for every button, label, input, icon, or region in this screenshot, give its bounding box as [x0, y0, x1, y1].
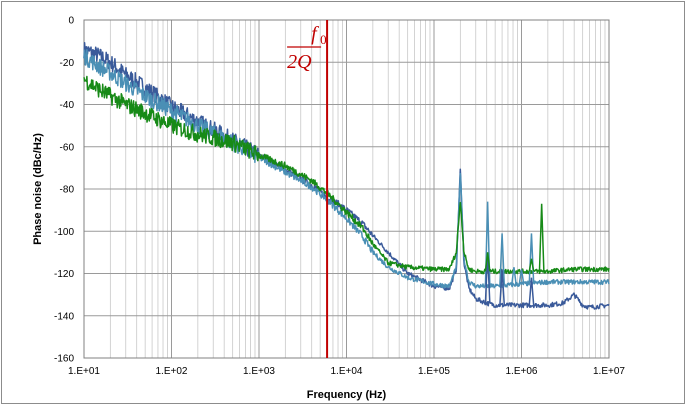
annotation-denominator: 2Q [287, 51, 312, 73]
x-tick-labels: 1.E+01 1.E+02 1.E+03 1.E+04 1.E+05 1.E+06 1.E+… [68, 366, 625, 377]
y-tick-label: -20 [60, 58, 75, 69]
y-axis-title: Phase noise (dBc/Hz) [32, 133, 44, 245]
spur-3 [511, 267, 517, 285]
y-tick-label: -100 [54, 227, 74, 238]
y-tick-label: -160 [54, 354, 74, 365]
y-tick-label: -140 [54, 311, 74, 322]
x-tick-label: 1.E+07 [593, 366, 625, 377]
y-tick-labels: 0 -20 -40 -60 -80 -100 -120 -140 -160 [54, 16, 74, 365]
spur-9 [484, 252, 491, 272]
series-line-2 [83, 49, 610, 289]
x-tick-label: 1.E+06 [506, 366, 538, 377]
x-axis-title: Frequency (Hz) [307, 389, 387, 401]
annotation-numerator: f [311, 23, 319, 45]
plot-area [83, 19, 610, 359]
spur-2 [499, 233, 506, 286]
y-tick-label: -40 [60, 100, 75, 111]
y-tick-label: 0 [68, 16, 74, 27]
spur-7 [499, 269, 506, 306]
annotation-label: f 0 2Q [287, 23, 327, 73]
x-tick-label: 1.E+01 [68, 366, 100, 377]
x-tick-label: 1.E+02 [156, 366, 188, 377]
spur-4 [518, 269, 525, 285]
y-tick-label: -60 [60, 142, 75, 153]
annotation-subscript: 0 [320, 32, 327, 47]
x-tick-label: 1.E+04 [331, 366, 363, 377]
x-tick-label: 1.E+03 [243, 366, 275, 377]
spur-8 [528, 277, 535, 306]
y-tick-label: -120 [54, 269, 74, 280]
spur-1 [484, 201, 491, 287]
y-tick-label: -80 [60, 185, 75, 196]
spur-5 [528, 233, 535, 284]
series-layer [83, 41, 610, 310]
grid-major [84, 20, 609, 358]
spur-11 [538, 203, 545, 272]
x-tick-label: 1.E+05 [418, 366, 450, 377]
spur-10 [528, 258, 535, 272]
